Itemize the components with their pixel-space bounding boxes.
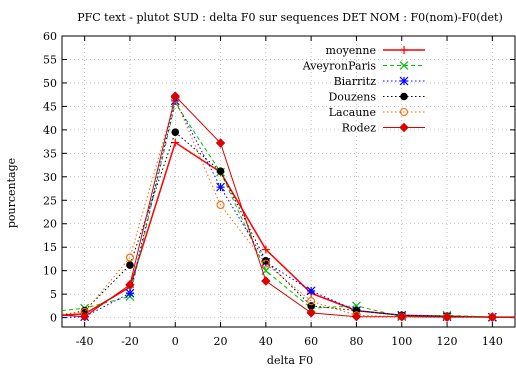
data-point-Rodez bbox=[442, 312, 452, 322]
data-point-Rodez bbox=[261, 276, 271, 286]
legend-marker-Biarritz bbox=[399, 76, 409, 86]
data-point-Rodez bbox=[79, 311, 90, 322]
series-line-Lacaune bbox=[61, 97, 515, 318]
y-tick-label: 50 bbox=[43, 77, 57, 90]
y-tick-label: 15 bbox=[43, 241, 57, 254]
y-tick-label: 20 bbox=[43, 218, 57, 231]
series-layer bbox=[61, 91, 515, 322]
chart-title: PFC text - plutot SUD : delta F0 sur seq… bbox=[77, 11, 503, 24]
x-tick-label: 60 bbox=[304, 335, 318, 348]
chart-grid bbox=[62, 35, 515, 327]
y-tick-label: 0 bbox=[50, 312, 57, 325]
data-point-Biarritz bbox=[125, 288, 135, 298]
legend-label-Rodez: Rodez bbox=[342, 122, 376, 135]
legend: moyenne AveyronParis Biarritz Douzens Lacaun… bbox=[302, 44, 425, 135]
data-point-moyenne bbox=[171, 138, 180, 147]
y-tick-label: 10 bbox=[43, 265, 57, 278]
x-tick-label: -40 bbox=[76, 335, 94, 348]
series-line-Biarritz bbox=[61, 99, 515, 319]
y-tick-label: 55 bbox=[43, 53, 57, 66]
x-tick-label: -20 bbox=[121, 335, 139, 348]
legend-label-AveyronParis: AveyronParis bbox=[302, 60, 377, 73]
y-tick-label: 5 bbox=[50, 288, 57, 301]
series-line-Douzens bbox=[61, 131, 515, 318]
x-tick-label: 120 bbox=[437, 335, 458, 348]
x-axis-label: delta F0 bbox=[267, 354, 313, 367]
x-tick-label: 80 bbox=[349, 335, 363, 348]
x-tick-label: 140 bbox=[482, 335, 503, 348]
data-point-Lacaune bbox=[125, 253, 134, 262]
legend-marker-Douzens bbox=[400, 92, 408, 101]
y-tick-label: 35 bbox=[43, 147, 57, 160]
series-line-Rodez bbox=[61, 95, 515, 318]
data-point-Douzens bbox=[171, 128, 180, 137]
series-line-moyenne bbox=[61, 141, 515, 318]
x-tick-label: 0 bbox=[172, 335, 179, 348]
x-tick-label: 20 bbox=[214, 335, 228, 348]
data-point-Lacaune bbox=[261, 259, 270, 268]
y-axis-label: pourcentage bbox=[5, 158, 18, 228]
y-tick-label: 60 bbox=[43, 30, 57, 43]
y-tick-label: 40 bbox=[43, 124, 57, 137]
data-point-moyenne bbox=[261, 245, 270, 254]
data-point-Douzens bbox=[262, 257, 270, 265]
legend-label-Douzens: Douzens bbox=[328, 91, 376, 104]
data-point-Biarritz bbox=[306, 286, 316, 296]
legend-marker-AveyronParis bbox=[399, 61, 409, 70]
series-Lacaune bbox=[61, 95, 515, 322]
legend-label-moyenne: moyenne bbox=[326, 44, 376, 57]
x-tick-label: 100 bbox=[391, 335, 412, 348]
legend-marker-moyenne bbox=[400, 46, 408, 54]
legend-marker-Lacaune bbox=[399, 107, 409, 117]
data-point-Lacaune bbox=[307, 297, 316, 306]
plot-frame bbox=[61, 35, 516, 328]
data-point-Rodez bbox=[306, 308, 316, 318]
data-point-Rodez bbox=[351, 311, 362, 322]
y-tick-label: 30 bbox=[43, 171, 57, 184]
y-tick-label: 25 bbox=[43, 194, 57, 207]
axis-ticks: 0 5 10 15 20 25 30 35 40 45 50 55 60 -40 -20 0 20 40 60 80 1… bbox=[43, 30, 515, 348]
data-point-Douzens bbox=[126, 261, 134, 269]
data-point-Rodez bbox=[487, 312, 498, 322]
legend-label-Biarritz: Biarritz bbox=[334, 75, 377, 88]
data-point-Douzens bbox=[216, 167, 225, 175]
legend-marker-Rodez bbox=[399, 122, 409, 133]
data-point-Rodez bbox=[170, 91, 180, 101]
data-point-Biarritz bbox=[216, 182, 225, 192]
data-point-Rodez bbox=[215, 138, 226, 148]
y-tick-label: 45 bbox=[43, 100, 57, 113]
series-Rodez bbox=[61, 91, 515, 322]
data-point-Rodez bbox=[125, 280, 135, 290]
data-point-Lacaune bbox=[216, 200, 225, 210]
x-tick-label: 40 bbox=[259, 335, 273, 348]
data-point-Rodez bbox=[397, 311, 407, 322]
legend-label-Lacaune: Lacaune bbox=[329, 106, 376, 119]
